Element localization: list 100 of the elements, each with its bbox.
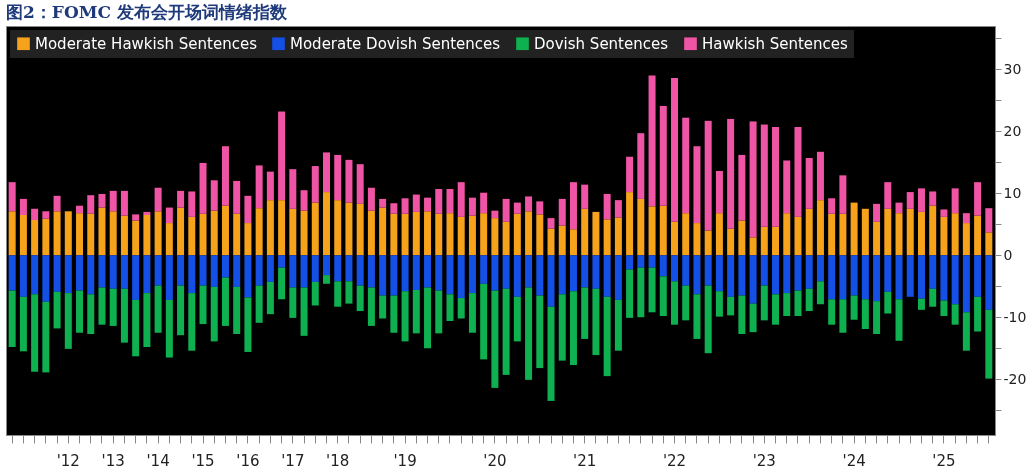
bar: [895, 299, 903, 341]
bar: [603, 219, 611, 256]
bar: [266, 200, 274, 256]
legend-label: Moderate Dovish Sentences: [290, 34, 501, 53]
bar: [300, 287, 308, 336]
bar: [525, 255, 533, 288]
y-tick-label: -20: [1003, 370, 1027, 387]
bar: [367, 187, 375, 211]
x-tick-label: '17: [281, 451, 305, 470]
bar: [715, 171, 723, 214]
bar: [828, 213, 836, 256]
bar: [199, 162, 207, 214]
bar: [390, 203, 398, 214]
bar: [917, 298, 925, 310]
bar: [457, 182, 465, 217]
bar: [177, 255, 185, 286]
bar: [783, 213, 791, 256]
bar: [300, 210, 308, 256]
bar: [962, 312, 970, 351]
bar: [873, 301, 881, 334]
bar: [592, 288, 600, 356]
bar: [895, 255, 903, 300]
bar: [199, 255, 207, 286]
bar: [64, 255, 72, 294]
bar: [491, 255, 499, 291]
bar: [188, 216, 196, 256]
bar: [31, 255, 39, 295]
bar: [31, 294, 39, 372]
bar: [379, 198, 387, 208]
bar: [727, 255, 735, 297]
bar: [648, 206, 656, 256]
bar: [446, 213, 454, 256]
bar: [8, 211, 16, 256]
bar: [850, 202, 858, 256]
bar: [221, 146, 229, 206]
bar: [480, 255, 488, 284]
bar: [772, 255, 780, 295]
bar: [120, 288, 128, 343]
x-tick-label: '25: [932, 451, 956, 470]
bar: [962, 223, 970, 256]
bar: [816, 151, 824, 201]
bar: [367, 210, 375, 256]
bar: [671, 281, 678, 325]
bar: [165, 255, 173, 300]
bar: [671, 255, 678, 282]
bar: [659, 276, 667, 317]
bar: [143, 211, 151, 216]
bar: [682, 117, 690, 214]
bar: [412, 255, 420, 290]
x-tick-label: '24: [842, 451, 866, 470]
bar: [581, 287, 589, 339]
bar: [356, 255, 364, 286]
x-tick-label: '14: [146, 451, 170, 470]
bar: [255, 165, 263, 209]
bar: [8, 182, 16, 212]
bar: [816, 281, 824, 305]
y-tick-label: 30: [1003, 60, 1022, 77]
bar: [42, 218, 50, 256]
bar: [738, 154, 746, 221]
bar: [435, 188, 443, 214]
bar: [379, 255, 387, 296]
bar: [266, 171, 274, 201]
bar: [31, 208, 39, 220]
bar: [424, 287, 432, 349]
bar: [87, 213, 95, 256]
bar: [345, 255, 353, 282]
bar: [42, 255, 50, 302]
bar: [873, 221, 881, 256]
bar: [816, 255, 824, 282]
bar: [143, 293, 151, 347]
bar: [513, 202, 521, 214]
bar: [682, 213, 690, 256]
bar: [951, 304, 959, 325]
bar: [109, 255, 117, 289]
bar: [816, 200, 824, 256]
bar: [626, 255, 634, 270]
y-tick-label: 0: [1003, 246, 1013, 263]
bar: [188, 255, 196, 294]
bar: [132, 255, 140, 300]
bar: [120, 255, 128, 289]
x-tick-label: '16: [236, 451, 260, 470]
bar: [873, 203, 881, 222]
bar: [233, 180, 241, 214]
bar: [715, 255, 723, 292]
bar: [199, 213, 207, 256]
bar: [221, 277, 229, 326]
bar: [502, 288, 510, 375]
bar: [154, 285, 162, 333]
bar: [861, 255, 869, 300]
bar: [210, 286, 218, 342]
bar: [682, 285, 690, 321]
bar: [839, 175, 847, 214]
bar: [76, 205, 84, 214]
bar: [581, 255, 589, 288]
bar: [502, 198, 510, 222]
bar: [19, 215, 27, 256]
bar: [120, 215, 128, 256]
bar: [64, 211, 72, 256]
bar: [177, 285, 185, 336]
bar: [289, 255, 297, 288]
